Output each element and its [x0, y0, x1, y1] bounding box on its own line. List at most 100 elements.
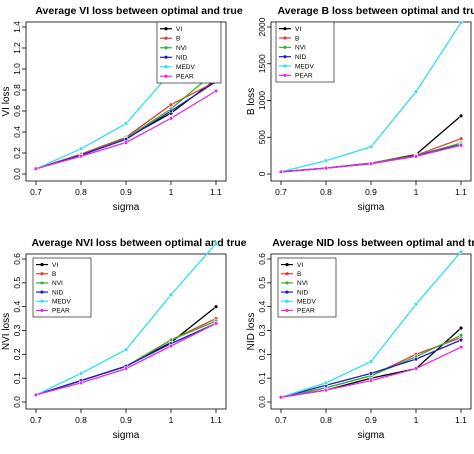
legend-label: NID [295, 54, 307, 61]
x-axis-label: sigma [113, 202, 140, 213]
y-tick-label: 0.3 [257, 324, 267, 336]
series-pear [278, 143, 464, 174]
data-point [413, 154, 419, 159]
legend-marker [164, 36, 168, 40]
x-tick-label: 0.9 [365, 187, 377, 197]
x-tick-label: 0.7 [30, 187, 42, 197]
legend-label: NID [297, 289, 309, 296]
series-b [278, 136, 464, 174]
legend: VI B NVI NID MEDV PEAR [275, 21, 335, 83]
x-tick-label: 0.7 [275, 415, 287, 425]
legend-marker [283, 64, 287, 68]
series-pear [33, 88, 219, 171]
data-point [413, 302, 419, 307]
data-point [278, 395, 284, 400]
legend-label: MEDV [176, 64, 195, 71]
y-tick-label: 0.0 [12, 396, 22, 408]
y-tick-label: 0.1 [257, 372, 267, 384]
legend-label: NVI [52, 280, 63, 287]
y-tick-label: 500 [257, 130, 267, 144]
legend-marker [283, 55, 287, 59]
y-tick-label: 0 [257, 171, 267, 176]
y-tick-label: 0.0 [257, 396, 267, 408]
x-axis-label: sigma [358, 430, 385, 441]
legend-label: PEAR [297, 308, 315, 315]
legend-label: B [297, 271, 301, 278]
data-point [458, 113, 464, 119]
data-point [368, 144, 374, 150]
data-point [458, 337, 464, 343]
legend-marker [164, 74, 168, 78]
y-tick-label: 0.2 [12, 348, 22, 360]
chart-panel-4: Average NID loss between optimal and tru… [246, 237, 474, 441]
legend-box [277, 257, 337, 318]
data-point [323, 158, 329, 163]
data-point [458, 136, 464, 141]
x-tick-label: 1 [414, 415, 419, 425]
data-point [458, 143, 464, 148]
legend-marker [40, 262, 44, 267]
chart-title: Average NID loss between optimal and tru… [272, 237, 474, 249]
y-tick-label: 0.8 [12, 84, 22, 96]
x-tick-label: 0.8 [320, 187, 332, 197]
legend-label: MEDV [295, 63, 314, 70]
data-point [33, 392, 39, 398]
legend-marker [285, 308, 289, 313]
x-tick-label: 1.1 [455, 187, 467, 197]
data-point [413, 366, 419, 371]
y-axis-label: NID loss [246, 313, 257, 351]
legend-label: PEAR [295, 73, 313, 80]
data-point [168, 116, 174, 121]
x-axis-label: sigma [358, 202, 385, 213]
y-tick-label: 0.6 [12, 253, 22, 265]
legend-label: NID [176, 55, 188, 62]
series-pear [278, 344, 464, 400]
y-tick-label: 1.2 [12, 42, 22, 54]
legend: VI B NVI NID MEDV PEAR [156, 21, 222, 84]
legend-marker [283, 36, 287, 40]
legend-box [32, 257, 92, 318]
legend-label: MEDV [297, 299, 316, 306]
series-line [280, 138, 462, 173]
data-point [33, 166, 39, 171]
series-line [35, 322, 217, 396]
data-point [368, 359, 374, 364]
legend-marker [40, 281, 44, 285]
data-point [458, 333, 464, 338]
data-point [168, 337, 174, 343]
legend-label: B [176, 36, 180, 43]
y-tick-label: 2000 [257, 17, 267, 36]
legend-label: B [295, 35, 299, 42]
y-tick-label: 0.4 [12, 126, 22, 138]
data-point [368, 378, 374, 383]
x-tick-label: 1 [169, 415, 174, 425]
legend-label: VI [295, 26, 301, 33]
legend-marker [40, 272, 44, 276]
data-point [213, 304, 219, 309]
legend-marker [40, 308, 44, 313]
data-point [168, 108, 174, 114]
series-line [35, 320, 217, 396]
legend-label: NVI [297, 280, 308, 287]
data-point [123, 121, 129, 126]
legend-marker [285, 272, 289, 276]
data-point [323, 165, 329, 171]
legend-marker [285, 281, 289, 285]
legend-label: NID [52, 289, 64, 296]
data-point [368, 161, 374, 166]
data-point [278, 169, 284, 174]
legend-box [275, 21, 335, 83]
series-nvi [33, 68, 219, 171]
data-point [323, 380, 329, 386]
legend: VI B NVI NID MEDV PEAR [277, 257, 337, 318]
legend-box [156, 21, 222, 84]
data-point [458, 20, 464, 25]
y-tick-label: 0.2 [12, 147, 22, 159]
series-line [35, 70, 217, 170]
data-point [168, 343, 174, 349]
legend-marker [164, 55, 168, 59]
y-axis-label: VI loss [1, 86, 12, 116]
x-tick-label: 0.7 [275, 187, 287, 197]
series-medv [33, 241, 219, 398]
